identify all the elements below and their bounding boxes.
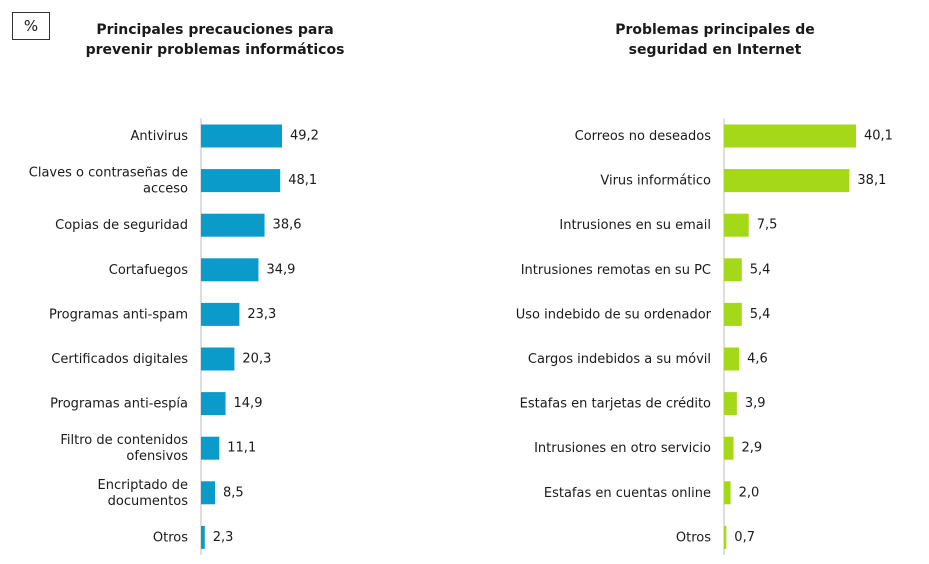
value-label: 4,6 bbox=[747, 352, 768, 367]
value-label: 2,0 bbox=[739, 485, 760, 500]
chart-title-line: prevenir problemas informáticos bbox=[85, 42, 345, 58]
chart-precautions: Antivirus 49,2 Claves o contraseñas de acce… bbox=[29, 118, 319, 555]
category-label: Cortafuegos bbox=[109, 262, 188, 277]
value-label: 48,1 bbox=[288, 173, 317, 188]
bar bbox=[201, 481, 215, 505]
bar bbox=[201, 124, 282, 148]
chart-title-security-problems: Problemas principales de seguridad en In… bbox=[560, 20, 870, 60]
bar bbox=[724, 302, 742, 326]
bar bbox=[201, 302, 240, 326]
chart-title-precautions: Principales precauciones para prevenir p… bbox=[60, 20, 370, 60]
category-label: Programas anti-spam bbox=[49, 307, 188, 322]
unit-label: % bbox=[12, 12, 50, 40]
category-label: Intrusiones en su email bbox=[559, 218, 711, 233]
value-label: 23,3 bbox=[247, 307, 276, 322]
category-label: Copias de seguridad bbox=[55, 218, 188, 233]
value-label: 3,9 bbox=[745, 396, 766, 411]
value-label: 34,9 bbox=[266, 262, 295, 277]
bar bbox=[724, 258, 742, 282]
bar bbox=[201, 436, 220, 460]
bar bbox=[201, 392, 226, 416]
category-label: Estafas en cuentas online bbox=[544, 485, 711, 500]
bar bbox=[724, 347, 740, 371]
chart-title-line: Problemas principales de bbox=[615, 22, 815, 38]
category-label: Encriptado de documentos bbox=[98, 477, 189, 508]
value-label: 2,9 bbox=[742, 441, 763, 456]
bar bbox=[201, 525, 205, 549]
chart-security: Correos no deseados 40,1 Virus informático… bbox=[516, 118, 893, 555]
category-label: Estafas en tarjetas de crédito bbox=[520, 396, 711, 411]
chart-title-line: Principales precauciones para bbox=[96, 22, 334, 38]
category-label: Otros bbox=[153, 530, 188, 545]
category-label: Virus informático bbox=[600, 173, 711, 188]
bar bbox=[724, 392, 737, 416]
bar bbox=[724, 213, 749, 237]
category-label: Intrusiones en otro servicio bbox=[534, 441, 711, 456]
category-label: Claves o contraseñas de acceso bbox=[29, 165, 188, 196]
category-label: Correos no deseados bbox=[575, 129, 712, 144]
bar bbox=[724, 525, 727, 549]
bar bbox=[201, 258, 259, 282]
value-label: 38,6 bbox=[273, 218, 302, 233]
value-label: 40,1 bbox=[864, 129, 893, 144]
category-label: Programas anti-espía bbox=[50, 396, 188, 411]
bar bbox=[201, 169, 281, 193]
category-label: Filtro de contenidos ofensivos bbox=[60, 433, 188, 464]
category-label: Otros bbox=[676, 530, 711, 545]
value-label: 11,1 bbox=[227, 441, 256, 456]
bar bbox=[724, 169, 850, 193]
bar bbox=[201, 347, 235, 371]
value-label: 5,4 bbox=[750, 262, 771, 277]
category-label: Intrusiones remotas en su PC bbox=[521, 262, 711, 277]
category-label: Antivirus bbox=[130, 129, 188, 144]
value-label: 0,7 bbox=[734, 530, 755, 545]
bar bbox=[724, 124, 856, 148]
value-label: 14,9 bbox=[234, 396, 263, 411]
category-label: Certificados digitales bbox=[51, 352, 188, 367]
category-label: Uso indebido de su ordenador bbox=[516, 307, 712, 322]
bar bbox=[724, 481, 731, 505]
bar bbox=[201, 213, 265, 237]
value-label: 20,3 bbox=[242, 352, 271, 367]
bar bbox=[724, 436, 734, 460]
value-label: 2,3 bbox=[213, 530, 234, 545]
chart-title-line: seguridad en Internet bbox=[628, 42, 802, 58]
category-label: Cargos indebidos a su móvil bbox=[528, 352, 711, 367]
value-label: 49,2 bbox=[290, 129, 319, 144]
value-label: 5,4 bbox=[750, 307, 771, 322]
value-label: 8,5 bbox=[223, 485, 244, 500]
value-label: 7,5 bbox=[757, 218, 778, 233]
value-label: 38,1 bbox=[857, 173, 886, 188]
